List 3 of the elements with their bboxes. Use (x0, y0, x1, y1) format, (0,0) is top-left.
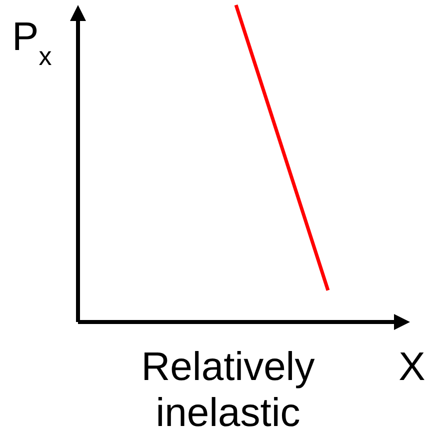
x-axis-title: X (398, 345, 426, 389)
text: Relatively inelastic (141, 345, 315, 435)
y-axis-title: P$_{x}$ (12, 15, 52, 71)
